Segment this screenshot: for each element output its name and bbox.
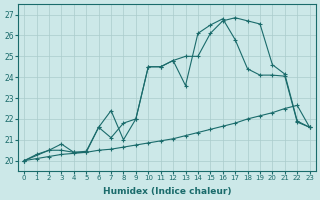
X-axis label: Humidex (Indice chaleur): Humidex (Indice chaleur) [103, 187, 231, 196]
